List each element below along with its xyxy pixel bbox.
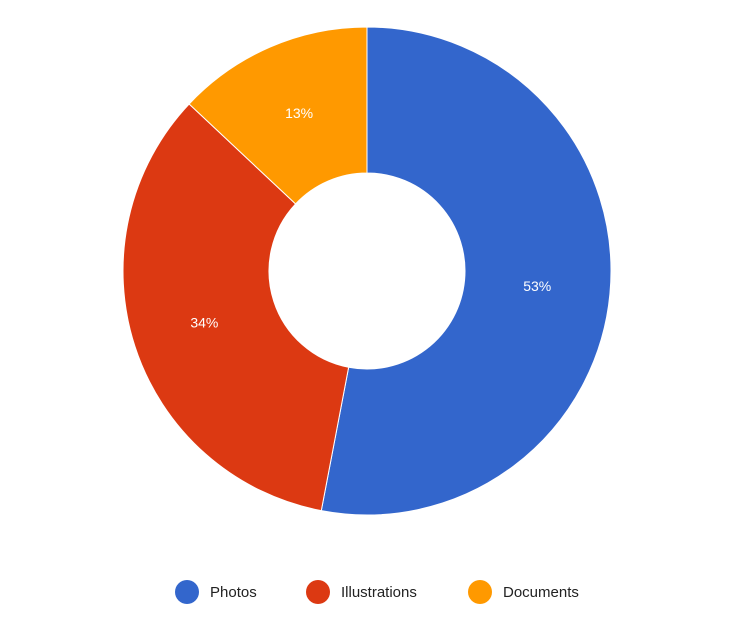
legend-text: Photos — [210, 584, 257, 601]
legend-text: Illustrations — [341, 584, 417, 601]
slice-label: 34% — [190, 315, 218, 331]
slice — [122, 103, 350, 512]
legend-marker — [175, 580, 199, 604]
slice-label: 13% — [285, 105, 313, 121]
legend-marker — [306, 580, 330, 604]
slice — [320, 26, 612, 516]
slice — [188, 26, 368, 205]
slice-label: 53% — [523, 278, 551, 294]
legend-text: Documents — [503, 584, 579, 601]
legend-marker — [468, 580, 492, 604]
